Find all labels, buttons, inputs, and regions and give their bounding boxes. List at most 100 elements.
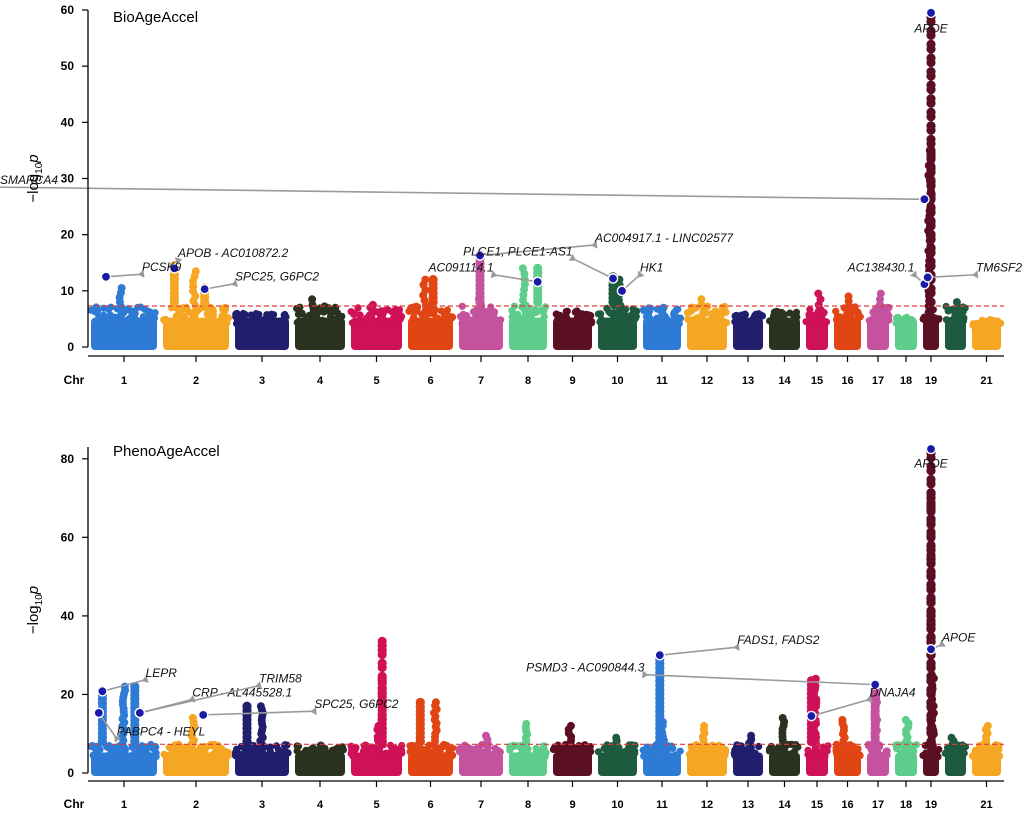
- snp-point: [959, 317, 968, 325]
- snp-point: [814, 289, 823, 298]
- snp-point: [409, 314, 417, 322]
- panel-title: BioAgeAccel: [113, 9, 198, 26]
- x-tick-label: 16: [841, 799, 853, 811]
- snp-point: [606, 309, 615, 317]
- snp-point: [713, 745, 721, 753]
- snp-point: [649, 752, 657, 760]
- peak-point: [926, 145, 936, 155]
- peak-point: [428, 275, 438, 285]
- x-tick-label: 18: [900, 799, 912, 811]
- snp-point: [978, 319, 986, 327]
- snp-point: [219, 315, 227, 323]
- x-tick-label: 14: [778, 375, 791, 387]
- snp-point: [518, 264, 527, 273]
- panel-title: PhenoAgeAccel: [113, 443, 220, 460]
- x-tick-label: 7: [478, 375, 484, 387]
- chromosome-14-points: [765, 714, 802, 776]
- snp-point: [782, 317, 790, 325]
- snp-point: [647, 320, 655, 328]
- point-cloud-body: [295, 317, 345, 350]
- annotation-arrow-head: [910, 270, 917, 278]
- annotation: DNAJA4: [806, 685, 916, 722]
- snp-point: [875, 300, 884, 309]
- annotation-arrow: [139, 684, 260, 714]
- annotation: AC004917.1 - LINC02577: [474, 231, 734, 261]
- snp-point: [509, 752, 517, 761]
- gene-label: PSMD3 - AC090844.3: [526, 661, 645, 675]
- snp-point: [274, 319, 282, 327]
- lead-snp-marker: [654, 649, 666, 661]
- annotation-arrow-head: [138, 269, 145, 278]
- snp-point: [301, 749, 309, 757]
- snp-point: [293, 318, 301, 327]
- snp-point: [161, 317, 169, 325]
- chromosome-3-points: [232, 309, 290, 350]
- lead-snp-marker: [169, 263, 180, 274]
- lead-snp-marker: [607, 273, 619, 284]
- snp-point: [337, 743, 345, 752]
- gene-label: DNAJA4: [870, 685, 916, 699]
- snp-point: [632, 312, 640, 320]
- chromosome-14-points: [766, 307, 801, 350]
- peak-point: [130, 682, 140, 692]
- annotation-arrow-head: [114, 735, 122, 743]
- snp-point: [231, 749, 240, 757]
- x-tick-label: 4: [317, 799, 324, 811]
- peak-points: [97, 444, 936, 747]
- chromosome-4-points: [293, 741, 347, 776]
- peak-point: [926, 672, 936, 682]
- snp-point: [562, 319, 571, 327]
- snp-point: [391, 751, 399, 759]
- snp-point: [566, 721, 575, 730]
- snp-point: [449, 744, 457, 752]
- y-tick-label: 40: [61, 609, 75, 623]
- peak-point: [926, 217, 936, 227]
- snp-point: [691, 749, 699, 757]
- peak-chr-19: [926, 607, 936, 747]
- snp-point: [209, 317, 218, 325]
- annotation: PCSK9: [100, 260, 182, 283]
- gene-label: APOB - AC010872.2: [177, 246, 289, 260]
- x-tick-label: 7: [478, 799, 484, 811]
- snp-point: [697, 319, 705, 327]
- snp-point: [598, 316, 606, 324]
- lead-snp-marker: [134, 707, 146, 719]
- snp-point: [588, 319, 596, 327]
- annotation-arrow-head: [642, 670, 649, 679]
- peak-chr-6: [428, 275, 438, 307]
- snp-point: [266, 313, 274, 321]
- snp-point: [490, 308, 499, 316]
- annotation-arrow: [811, 698, 870, 717]
- chromosome-16-points: [832, 292, 864, 350]
- annotation-arrow: [644, 673, 876, 686]
- snp-point: [165, 743, 173, 751]
- snp-point: [804, 746, 812, 754]
- x-tick-label: 3: [259, 375, 265, 387]
- point-cloud-body: [351, 317, 402, 350]
- x-tick-label: 5: [373, 799, 379, 811]
- snp-point: [405, 307, 413, 315]
- snp-point: [851, 319, 859, 327]
- snp-point: [975, 752, 983, 760]
- snp-point: [790, 311, 798, 319]
- x-tick-label: 5: [373, 375, 379, 387]
- snp-point: [281, 741, 289, 749]
- chromosome-13-points: [731, 310, 767, 350]
- x-tick-label: 11: [656, 375, 668, 387]
- snp-point: [532, 308, 540, 317]
- snp-point: [89, 751, 97, 759]
- lead-snp-marker: [925, 443, 937, 455]
- snp-point: [604, 745, 612, 753]
- lead-snp-marker: [925, 7, 937, 19]
- snp-point: [95, 313, 103, 321]
- snp-point: [802, 318, 810, 326]
- y-axis-label: −log10p: [25, 586, 45, 634]
- snp-point: [642, 313, 651, 321]
- annotation: FADS1, FADS2: [654, 633, 820, 661]
- snp-point: [316, 741, 325, 750]
- snp-point: [188, 714, 197, 722]
- peak-point: [926, 121, 936, 131]
